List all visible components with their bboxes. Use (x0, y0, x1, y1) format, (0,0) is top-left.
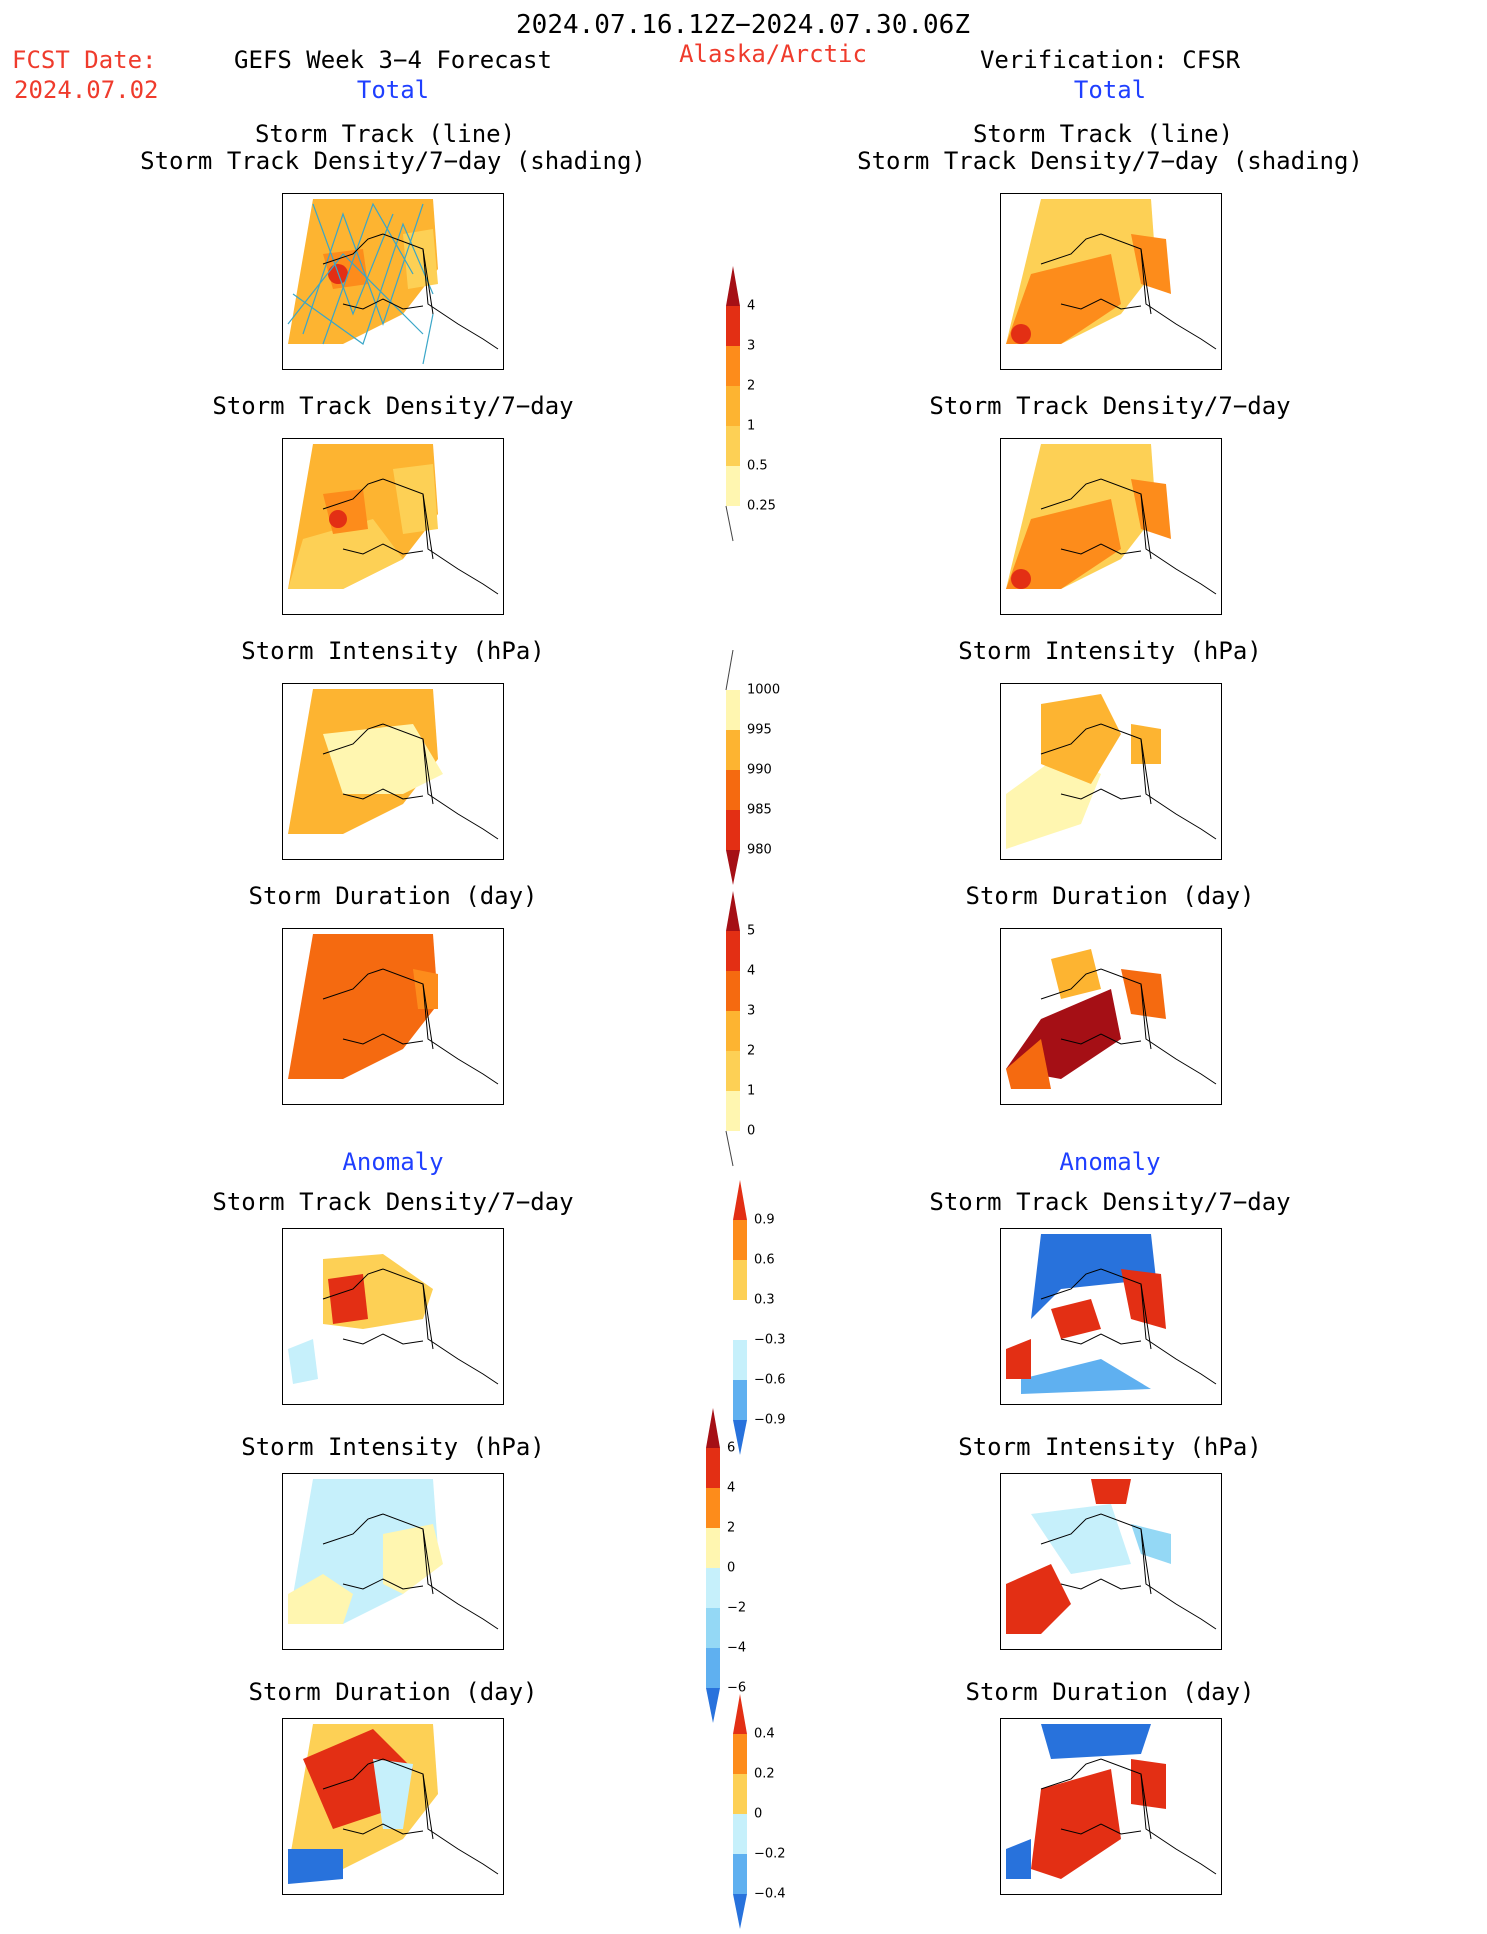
left-anomaly-label: Anomaly (342, 1148, 444, 1176)
cb1-label-3: 1 (747, 418, 756, 434)
cb3-label-2: 3 (747, 1003, 756, 1019)
left-title-anom-duration: Storm Duration (day) (248, 1678, 538, 1706)
map-cfsr-intensity (1000, 683, 1222, 860)
cb6-label-2: 0 (754, 1806, 763, 1822)
left-title-track-line: Storm Track (line) (254, 120, 516, 148)
left-title-anom-density: Storm Track Density/7−day (212, 1188, 574, 1216)
map-cfsr-track-density (1000, 438, 1222, 615)
right-title-track-density-shading: Storm Track Density/7−day (shading) (857, 147, 1363, 175)
valid-period: 2024.07.16.12Z−2024.07.30.06Z (516, 10, 970, 40)
fcst-date-value: 2024.07.02 (14, 76, 159, 104)
map-gefs-anom-intensity (282, 1473, 504, 1650)
left-title-anom-intensity: Storm Intensity (hPa) (241, 1433, 545, 1461)
left-title-track-density: Storm Track Density/7−day (212, 392, 574, 420)
map-gefs-anom-density (282, 1228, 504, 1405)
map-gefs-intensity (282, 683, 504, 860)
right-title-anom-duration: Storm Duration (day) (965, 1678, 1255, 1706)
cb5-label-4: −2 (727, 1600, 747, 1616)
cb5-label-2: 2 (727, 1520, 736, 1536)
map-cfsr-anom-duration (1000, 1718, 1222, 1895)
map-cfsr-duration (1000, 928, 1222, 1105)
map-cfsr-track-density-shading (1000, 193, 1222, 370)
map-cfsr-anom-intensity (1000, 1473, 1222, 1650)
right-title-intensity: Storm Intensity (hPa) (958, 637, 1262, 665)
cb5-label-0: 6 (727, 1440, 736, 1456)
cb3-label-3: 2 (747, 1043, 756, 1059)
cb4-label-3: −0.3 (754, 1332, 786, 1348)
forecast-total-label: Total (356, 76, 430, 104)
right-title-anom-intensity: Storm Intensity (hPa) (958, 1433, 1262, 1461)
map-gefs-anom-duration (282, 1718, 504, 1895)
cb1-label-2: 2 (747, 378, 756, 394)
left-title-track-density-shading: Storm Track Density/7−day (shading) (140, 147, 646, 175)
cb3-label-1: 4 (747, 963, 756, 979)
cb4-label-2: 0.3 (754, 1292, 775, 1308)
cb2-label-4: 980 (747, 842, 772, 858)
left-title-duration: Storm Duration (day) (248, 882, 538, 910)
right-title-track-line: Storm Track (line) (972, 120, 1234, 148)
verification-total-label: Total (1073, 76, 1147, 104)
cb1-label-4: 0.5 (747, 458, 768, 474)
cb5-label-3: 0 (727, 1560, 736, 1576)
cb3-label-4: 1 (747, 1083, 756, 1099)
cb6-label-3: −0.2 (754, 1846, 786, 1862)
map-gefs-track-density (282, 438, 504, 615)
right-title-anom-density: Storm Track Density/7−day (929, 1188, 1291, 1216)
map-cfsr-anom-density (1000, 1228, 1222, 1405)
cb1-label-5: 0.25 (747, 498, 776, 514)
cb1-label-1: 3 (747, 338, 756, 354)
fcst-date-label: FCST Date: (12, 46, 157, 74)
cb4-label-0: 0.9 (754, 1212, 775, 1228)
cb3-label-0: 5 (747, 923, 756, 939)
cb4-label-5: −0.9 (754, 1412, 786, 1428)
map-gefs-track-density-shading (282, 193, 504, 370)
left-title-intensity: Storm Intensity (hPa) (241, 637, 545, 665)
cb2-label-0: 1000 (747, 682, 781, 698)
cb6-label-0: 0.4 (754, 1726, 775, 1742)
right-title-track-density: Storm Track Density/7−day (929, 392, 1291, 420)
cb2-label-2: 990 (747, 762, 772, 778)
cb4-label-4: −0.6 (754, 1372, 786, 1388)
region-title: Alaska/Arctic (679, 40, 867, 68)
cb3-label-5: 0 (747, 1123, 756, 1139)
cb2-label-3: 985 (747, 802, 772, 818)
map-gefs-duration (282, 928, 504, 1105)
cb5-label-1: 4 (727, 1480, 736, 1496)
cb6-label-4: −0.4 (754, 1886, 786, 1902)
cb5-label-5: −4 (727, 1640, 747, 1656)
cb1-label-0: 4 (747, 298, 756, 314)
cb6-label-1: 0.2 (754, 1766, 775, 1782)
verification-title: Verification: CFSR (979, 46, 1241, 74)
cb5-label-6: −6 (727, 1680, 747, 1696)
right-title-duration: Storm Duration (day) (965, 882, 1255, 910)
cb4-label-1: 0.6 (754, 1252, 775, 1268)
right-anomaly-label: Anomaly (1059, 1148, 1161, 1176)
forecast-title: GEFS Week 3−4 Forecast (234, 46, 552, 74)
cb2-label-1: 995 (747, 722, 772, 738)
